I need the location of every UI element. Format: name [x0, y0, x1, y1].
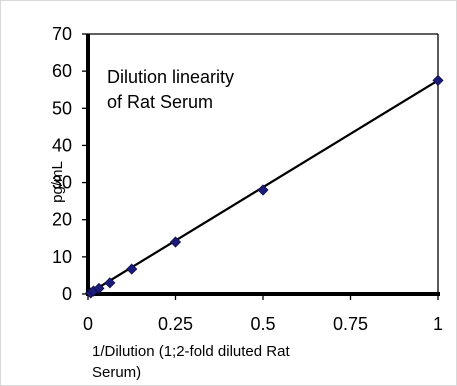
- chart-annotation-line-2: of Rat Serum: [107, 92, 213, 112]
- data-point: [432, 74, 444, 86]
- y-tick-label: 30: [52, 173, 72, 193]
- y-tick-label: 20: [52, 210, 72, 230]
- data-point: [104, 277, 116, 289]
- y-axis-title: pg/mL: [49, 161, 66, 203]
- y-axis-ticks: 0 10 20 30 40 50 60 70: [52, 24, 88, 304]
- x-tick-label: 0.25: [158, 314, 193, 334]
- x-axis-title-line-2: Serum): [92, 364, 141, 381]
- y-tick-label: 0: [62, 284, 72, 304]
- y-tick-label: 40: [52, 135, 72, 155]
- data-point: [93, 282, 105, 294]
- data-points: [85, 74, 444, 299]
- data-point: [126, 263, 138, 275]
- x-axis-title-line-1: 1/Dilution (1;2-fold diluted Rat: [92, 343, 290, 360]
- x-axis-ticks: 0 0.25 0.5 0.75 1: [83, 294, 443, 334]
- y-tick-label: 10: [52, 247, 72, 267]
- data-point: [257, 184, 269, 196]
- x-tick-label: 1: [433, 314, 443, 334]
- x-tick-label: 0.75: [333, 314, 368, 334]
- data-point: [169, 236, 182, 248]
- x-tick-label: 0.5: [250, 314, 275, 334]
- y-tick-label: 60: [52, 61, 72, 81]
- x-tick-label: 0: [83, 314, 93, 334]
- chart-annotation-line-1: Dilution linearity: [107, 67, 234, 87]
- y-tick-label: 70: [52, 24, 72, 44]
- y-tick-label: 50: [52, 98, 72, 118]
